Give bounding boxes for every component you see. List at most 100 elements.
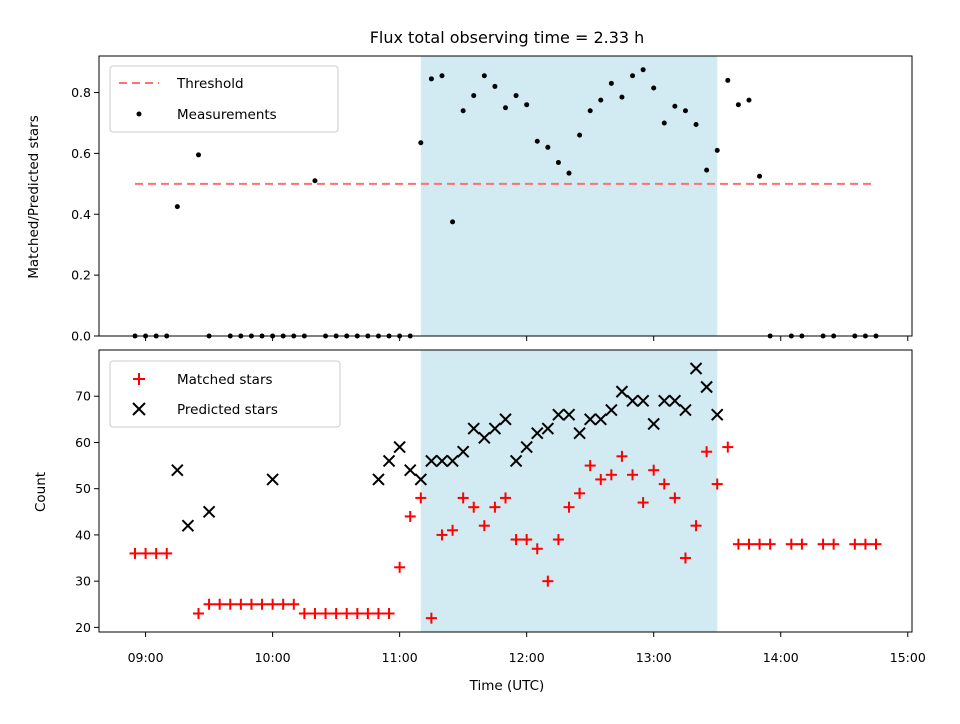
matched-star-point (436, 529, 448, 541)
measurement-point (524, 102, 530, 108)
top-y-axis-label: Matched/Predicted stars (26, 115, 42, 278)
measurement-point (545, 144, 551, 150)
measurement-point (312, 178, 318, 184)
matched-star-point (256, 598, 268, 610)
matched-star-point (542, 575, 554, 587)
bottom-y-tick-label: 20 (75, 620, 91, 635)
matched-star-point (298, 608, 310, 620)
bottom-shaded-window (420, 350, 718, 632)
matched-star-point (605, 469, 617, 481)
x-tick-label: 12:00 (509, 650, 545, 665)
matched-star-point (711, 478, 723, 490)
top-y-tick-label: 0.8 (71, 85, 91, 100)
predicted-star-point (647, 417, 660, 431)
matched-star-point (722, 441, 734, 453)
top-y-ticks: 0.0 0.2 0.4 0.6 0.8 (71, 85, 99, 344)
x-tick-label: 09:00 (128, 650, 164, 665)
predicted-star-point (520, 440, 533, 454)
matched-star-point (404, 510, 416, 522)
predicted-star-point (181, 519, 195, 532)
legend-measurements-label: Measurements (177, 107, 277, 123)
matched-star-point (595, 473, 607, 485)
measurement-point (651, 85, 657, 91)
measurement-point (661, 120, 667, 126)
measurement-point (428, 76, 434, 82)
measurement-point (174, 204, 180, 210)
matched-star-point (658, 478, 670, 490)
measurement-point (587, 108, 593, 114)
chart-title: Flux total observing time = 2.33 h (370, 28, 645, 47)
matched-star-point (531, 543, 543, 555)
measurement-point (196, 152, 202, 158)
matched-star-point (362, 608, 374, 620)
predicted-star-point (531, 427, 544, 440)
matched-star-point (193, 608, 205, 620)
matched-star-point (288, 598, 300, 610)
measurement-point (534, 138, 540, 144)
matched-star-point (415, 492, 427, 504)
predicted-star-point (414, 473, 428, 486)
matched-star-point (732, 538, 744, 550)
measurement-point (460, 108, 466, 114)
measurement-point (598, 97, 604, 103)
predicted-star-point (552, 408, 565, 421)
matched-star-point (129, 547, 141, 559)
matched-star-point (785, 538, 797, 550)
top-legend: Threshold Measurements (109, 65, 339, 133)
matched-star-point (309, 608, 321, 620)
measurement-point (714, 147, 720, 153)
predicted-star-point (499, 413, 512, 426)
predicted-star-point (446, 454, 459, 468)
bottom-legend-frame (109, 360, 341, 428)
bottom-axes-frame (98, 349, 913, 633)
predicted-star-point (668, 394, 682, 408)
measurement-point (672, 103, 678, 109)
predicted-star-point (266, 473, 279, 486)
predicted-star-point (171, 463, 184, 477)
top-x-ticks (145, 336, 909, 341)
matched-star-point (859, 538, 871, 550)
top-shaded-window (420, 56, 718, 336)
bottom-y-axis-label: Count (33, 472, 49, 512)
measurement-point (619, 94, 625, 100)
predicted-star-point (509, 454, 523, 468)
x-tick-label: 13:00 (636, 650, 672, 665)
top-legend-frame (109, 65, 339, 133)
measurement-point (725, 77, 731, 83)
matched-star-point (510, 534, 522, 546)
matched-star-point (383, 608, 395, 620)
measurement-point (746, 97, 752, 103)
legend-predicted-label: Predicted stars (177, 402, 278, 418)
measurement-point (757, 173, 763, 179)
measurement-point (481, 73, 487, 79)
top-axes-frame (98, 55, 913, 337)
matched-star-point (817, 538, 829, 550)
matched-star-point (828, 538, 840, 550)
bottom-y-tick-label: 30 (75, 574, 91, 589)
top-y-tick-label: 0.6 (71, 146, 91, 161)
predicted-star-point (456, 445, 470, 458)
matched-star-point (584, 460, 596, 472)
matched-star-point (478, 520, 490, 532)
matched-star-point (277, 598, 289, 610)
bottom-y-tick-label: 70 (75, 389, 91, 404)
bottom-legend: Matched stars Predicted stars (109, 360, 341, 428)
x-tick-label: 11:00 (382, 650, 418, 665)
matched-star-point (627, 469, 639, 481)
predicted-star-point (679, 403, 692, 417)
measurement-point (608, 80, 614, 86)
matched-star-point (563, 501, 575, 513)
matched-star-point (235, 598, 247, 610)
predicted-star-point (700, 380, 713, 394)
predicted-star-point (372, 473, 385, 486)
predicted-star-point (541, 422, 555, 435)
measurement-point (735, 102, 741, 108)
measurement-point (513, 93, 519, 99)
measurement-point (566, 170, 572, 176)
predicted-star-point (393, 440, 406, 454)
legend-matched-swatch (133, 373, 145, 385)
measurement-point (630, 73, 636, 79)
top-panel: 0.00.20.40.60.8 Matched/Predicted stars … (26, 55, 913, 344)
predicted-star-point (658, 394, 671, 408)
bottom-panel: 20 30 40 50 60 70 09:00 10:00 11:00 12:00 13:00 14… (33, 349, 926, 694)
